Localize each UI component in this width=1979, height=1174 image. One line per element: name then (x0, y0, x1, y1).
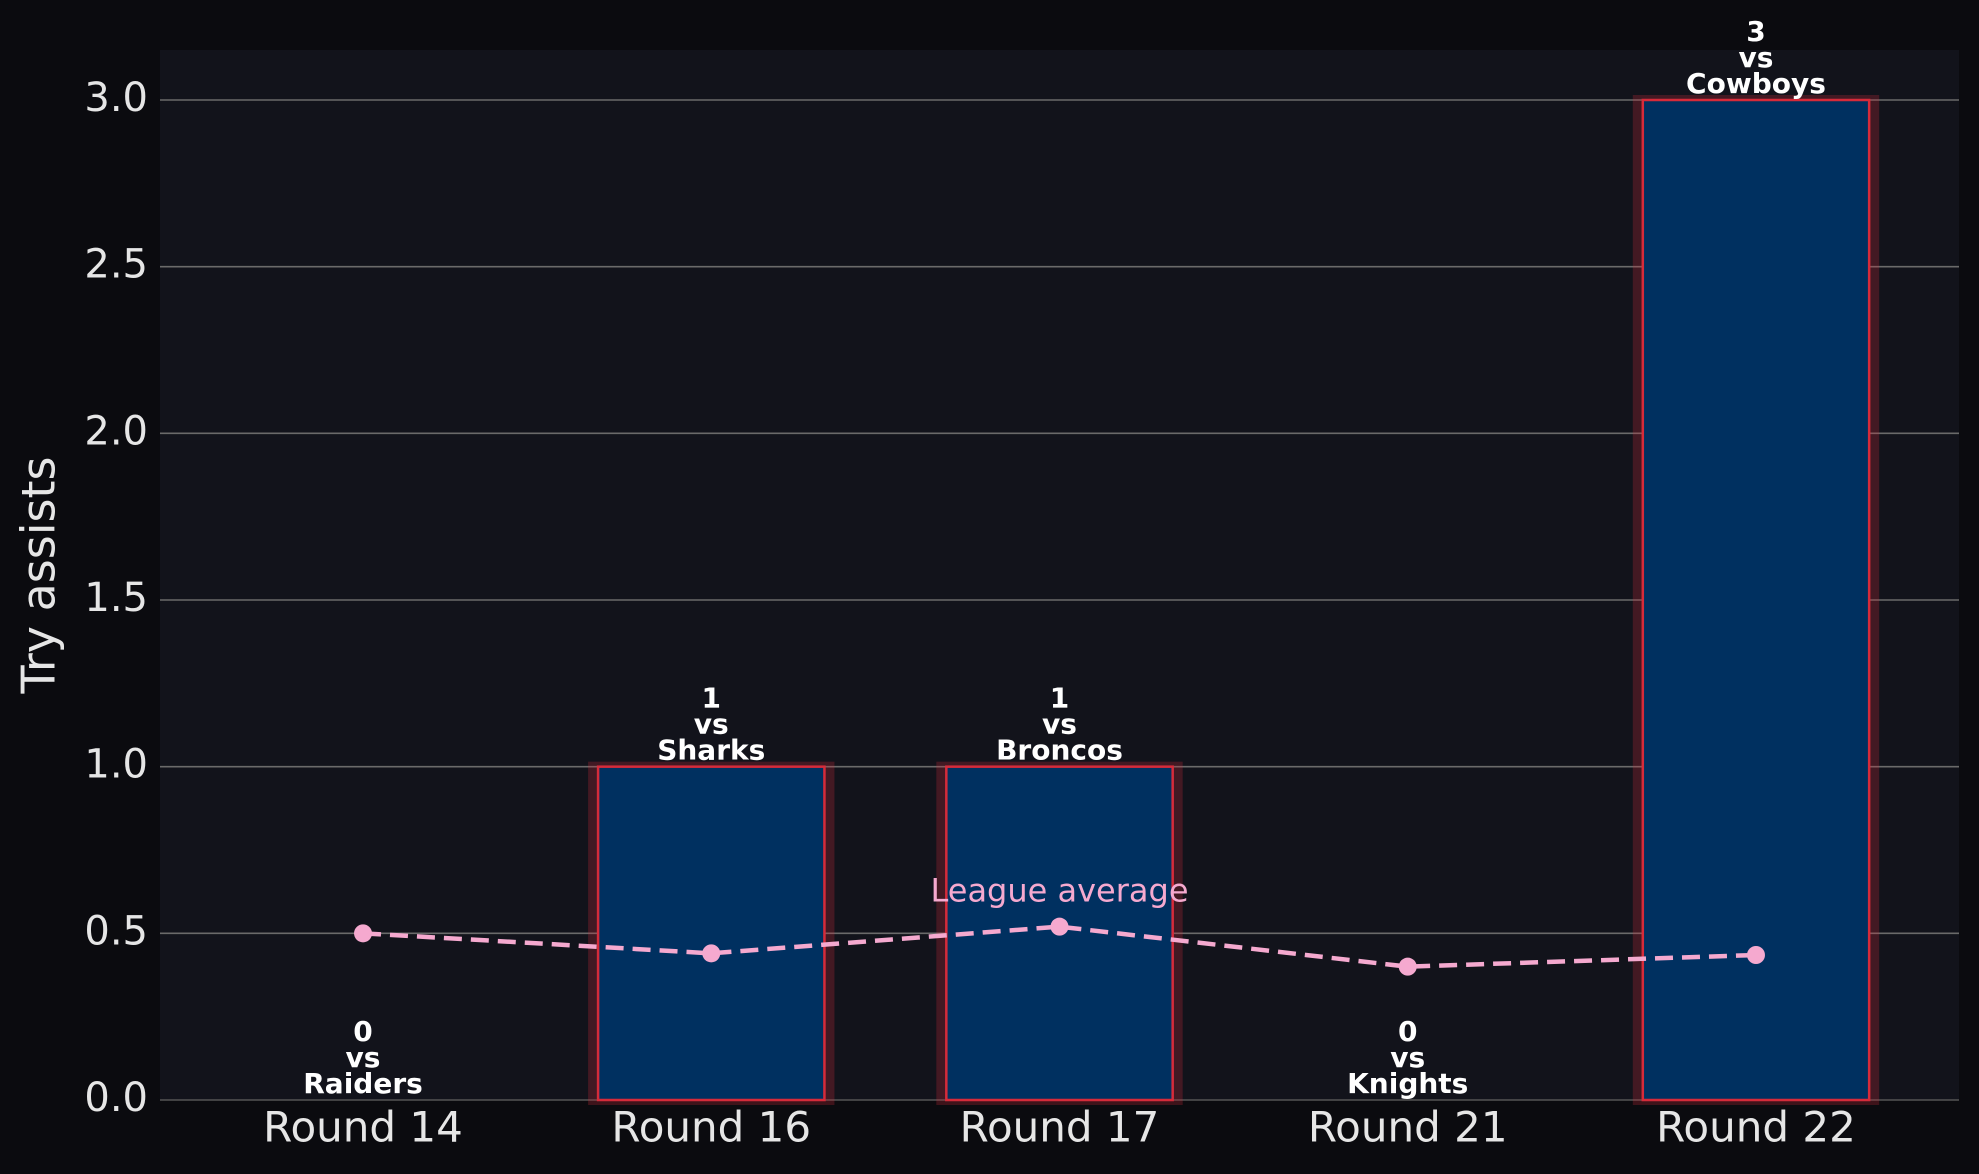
x-tick-label: Round 17 (960, 1103, 1160, 1152)
opponent-label: Raiders (303, 1067, 423, 1100)
connector-label: vs (1042, 708, 1077, 741)
line-label: League average (930, 872, 1188, 910)
value-label: 0 (1398, 1015, 1417, 1048)
bar (596, 765, 826, 1102)
connector-label: vs (1390, 1041, 1425, 1074)
value-label: 1 (1050, 682, 1069, 715)
y-tick-label: 1.5 (84, 575, 148, 621)
bar (1641, 98, 1871, 1102)
average-point (1050, 917, 1069, 936)
average-point (1746, 946, 1765, 964)
y-tick-label: 0.5 (84, 908, 148, 954)
x-tick-label: Round 21 (1308, 1103, 1508, 1152)
value-label: 1 (702, 682, 721, 715)
opponent-label: Knights (1347, 1067, 1468, 1100)
value-label: 3 (1746, 15, 1765, 48)
x-tick-label: Round 22 (1656, 1103, 1856, 1152)
opponent-label: Cowboys (1686, 67, 1826, 100)
y-tick-label: 1.0 (84, 742, 148, 788)
x-tick-label: Round 14 (263, 1103, 463, 1152)
connector-label: vs (694, 708, 729, 741)
average-point (1398, 957, 1417, 976)
y-tick-label: 3.0 (84, 75, 148, 121)
connector-label: vs (346, 1041, 381, 1074)
y-axis-label: Try assists (12, 457, 66, 695)
average-line (362, 924, 1757, 969)
connector-label: vs (1739, 41, 1774, 74)
opponent-label: Broncos (996, 734, 1123, 767)
average-point (354, 924, 373, 943)
y-tick-label: 0.0 (84, 1075, 148, 1121)
x-tick-label: Round 16 (611, 1103, 811, 1152)
y-tick-label: 2.5 (84, 242, 148, 288)
average-point (702, 944, 721, 963)
y-tick-label: 2.0 (84, 408, 148, 454)
opponent-label: Sharks (657, 734, 765, 767)
value-label: 0 (353, 1015, 372, 1048)
